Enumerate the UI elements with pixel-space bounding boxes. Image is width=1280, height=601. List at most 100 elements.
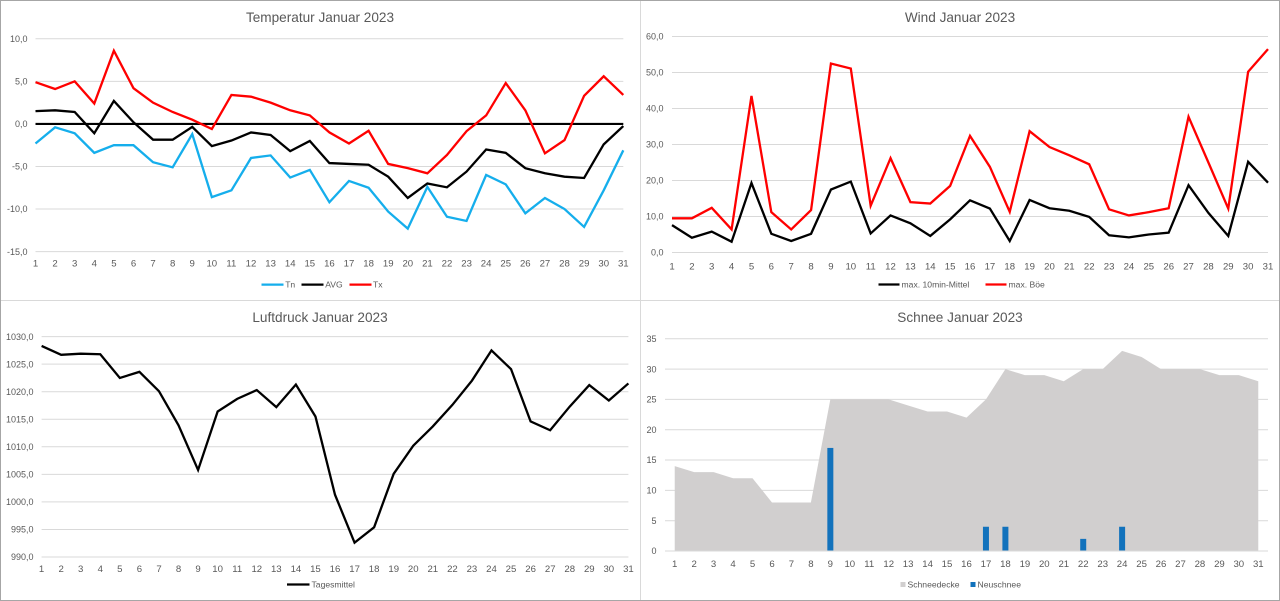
svg-text:24: 24 xyxy=(1117,559,1128,570)
svg-text:20: 20 xyxy=(646,425,656,435)
svg-text:6: 6 xyxy=(131,258,136,269)
svg-text:5: 5 xyxy=(651,516,656,526)
svg-text:4: 4 xyxy=(92,258,98,269)
svg-text:21: 21 xyxy=(1064,261,1075,272)
svg-text:2: 2 xyxy=(689,261,694,272)
svg-text:8: 8 xyxy=(808,261,813,272)
svg-text:9: 9 xyxy=(828,261,833,272)
svg-text:15: 15 xyxy=(942,559,953,570)
svg-text:2: 2 xyxy=(59,564,64,575)
svg-text:7: 7 xyxy=(150,258,155,269)
svg-text:12: 12 xyxy=(885,261,896,272)
svg-text:17: 17 xyxy=(349,564,360,575)
svg-text:18: 18 xyxy=(1000,559,1011,570)
svg-text:20: 20 xyxy=(1039,559,1050,570)
svg-text:20: 20 xyxy=(1044,261,1055,272)
svg-text:6: 6 xyxy=(769,261,774,272)
svg-text:28: 28 xyxy=(1195,559,1206,570)
svg-text:8: 8 xyxy=(808,559,813,570)
svg-text:12: 12 xyxy=(883,559,894,570)
svg-text:8: 8 xyxy=(170,258,175,269)
svg-text:AVG: AVG xyxy=(325,280,343,290)
svg-text:29: 29 xyxy=(1214,559,1225,570)
svg-text:1020,0: 1020,0 xyxy=(6,387,34,397)
svg-text:22: 22 xyxy=(442,258,453,269)
svg-text:27: 27 xyxy=(1175,559,1186,570)
svg-text:6: 6 xyxy=(769,559,774,570)
svg-text:13: 13 xyxy=(265,258,276,269)
svg-text:35: 35 xyxy=(646,334,656,344)
svg-text:1030,0: 1030,0 xyxy=(6,332,34,342)
svg-text:21: 21 xyxy=(422,258,433,269)
svg-text:10: 10 xyxy=(212,564,223,575)
svg-text:19: 19 xyxy=(383,258,394,269)
svg-text:30: 30 xyxy=(598,258,609,269)
svg-text:14: 14 xyxy=(291,564,302,575)
svg-text:16: 16 xyxy=(965,261,976,272)
svg-text:13: 13 xyxy=(271,564,282,575)
svg-text:-15,0: -15,0 xyxy=(7,247,28,257)
svg-text:Wind Januar 2023: Wind Januar 2023 xyxy=(905,10,1015,25)
svg-text:15: 15 xyxy=(646,455,656,465)
svg-text:13: 13 xyxy=(903,559,914,570)
svg-text:15: 15 xyxy=(310,564,321,575)
svg-text:22: 22 xyxy=(447,564,458,575)
svg-text:27: 27 xyxy=(1183,261,1194,272)
svg-text:12: 12 xyxy=(246,258,257,269)
svg-text:29: 29 xyxy=(579,258,590,269)
svg-text:30: 30 xyxy=(1243,261,1254,272)
svg-text:7: 7 xyxy=(789,559,794,570)
svg-text:24: 24 xyxy=(486,564,497,575)
svg-text:25: 25 xyxy=(1136,559,1147,570)
svg-text:9: 9 xyxy=(828,559,833,570)
svg-text:25: 25 xyxy=(506,564,517,575)
svg-text:9: 9 xyxy=(195,564,200,575)
svg-text:Tn: Tn xyxy=(285,280,295,290)
svg-text:15: 15 xyxy=(304,258,315,269)
svg-text:14: 14 xyxy=(922,559,933,570)
svg-text:0,0: 0,0 xyxy=(15,119,28,129)
svg-text:13: 13 xyxy=(905,261,916,272)
svg-text:31: 31 xyxy=(618,258,629,269)
svg-text:11: 11 xyxy=(864,559,874,570)
svg-text:27: 27 xyxy=(545,564,556,575)
svg-text:21: 21 xyxy=(1058,559,1069,570)
svg-text:27: 27 xyxy=(540,258,551,269)
svg-text:18: 18 xyxy=(1004,261,1015,272)
svg-text:40,0: 40,0 xyxy=(646,104,664,114)
svg-text:10: 10 xyxy=(646,486,656,496)
svg-text:14: 14 xyxy=(285,258,296,269)
svg-text:18: 18 xyxy=(363,258,374,269)
svg-text:30: 30 xyxy=(646,364,656,374)
svg-text:31: 31 xyxy=(1253,559,1264,570)
svg-text:995,0: 995,0 xyxy=(11,525,34,535)
svg-text:0,0: 0,0 xyxy=(651,248,664,258)
svg-text:10: 10 xyxy=(845,261,856,272)
svg-text:3: 3 xyxy=(711,559,716,570)
svg-text:2: 2 xyxy=(52,258,57,269)
svg-text:-5,0: -5,0 xyxy=(12,162,28,172)
svg-text:11: 11 xyxy=(866,261,876,272)
svg-text:max. 10min-Mittel: max. 10min-Mittel xyxy=(902,280,970,290)
svg-text:24: 24 xyxy=(481,258,492,269)
svg-text:26: 26 xyxy=(525,564,536,575)
svg-text:1: 1 xyxy=(672,559,677,570)
svg-text:17: 17 xyxy=(344,258,355,269)
svg-text:20: 20 xyxy=(402,258,413,269)
svg-text:31: 31 xyxy=(1263,261,1274,272)
svg-text:23: 23 xyxy=(461,258,472,269)
svg-text:4: 4 xyxy=(730,559,736,570)
svg-text:30,0: 30,0 xyxy=(646,140,664,150)
svg-text:1000,0: 1000,0 xyxy=(6,497,34,507)
svg-text:Tagesmittel: Tagesmittel xyxy=(312,580,356,590)
svg-text:17: 17 xyxy=(981,559,992,570)
svg-text:28: 28 xyxy=(1203,261,1214,272)
svg-text:3: 3 xyxy=(72,258,77,269)
svg-text:990,0: 990,0 xyxy=(11,552,34,562)
svg-text:0: 0 xyxy=(651,546,656,556)
svg-text:1: 1 xyxy=(39,564,44,575)
svg-text:25: 25 xyxy=(1143,261,1154,272)
svg-text:26: 26 xyxy=(1163,261,1174,272)
svg-text:-10,0: -10,0 xyxy=(7,204,28,214)
svg-text:5,0: 5,0 xyxy=(15,77,28,87)
